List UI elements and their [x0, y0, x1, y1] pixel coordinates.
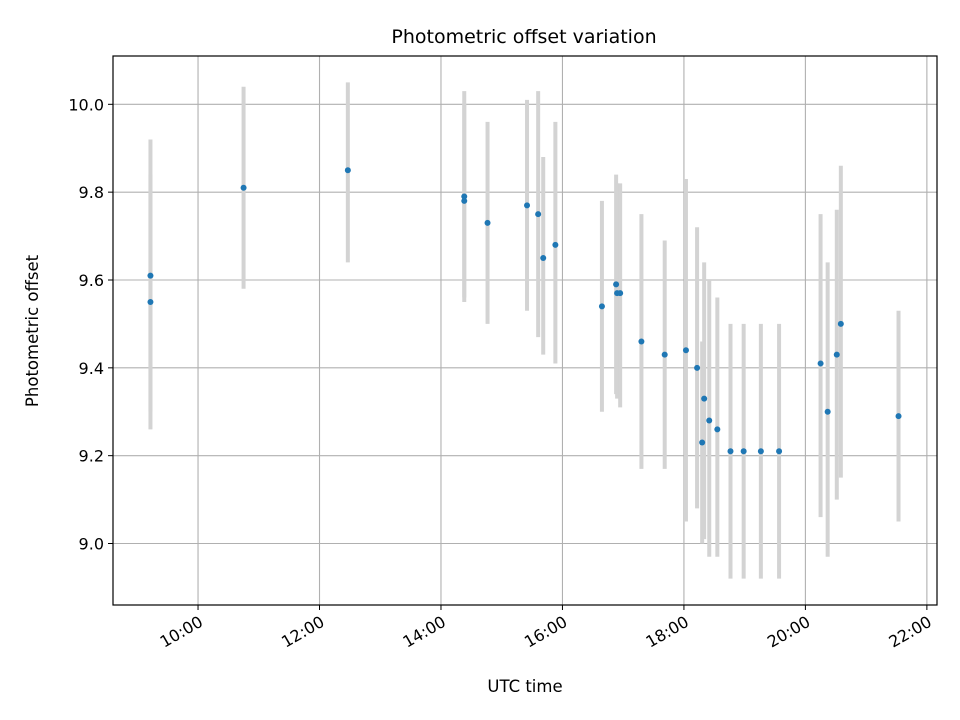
data-point: [706, 417, 713, 424]
data-point: [524, 202, 531, 209]
data-point: [552, 241, 559, 248]
y-tick-label: 9.4: [79, 359, 104, 378]
data-point: [638, 338, 645, 345]
data-point: [727, 448, 734, 455]
data-point: [694, 364, 701, 371]
data-point: [699, 439, 706, 446]
grid: [113, 56, 937, 605]
data-point: [895, 413, 902, 420]
data-point: [240, 184, 247, 191]
data-point: [598, 303, 605, 310]
y-tick-label: 9.6: [79, 271, 104, 290]
y-tick-label: 9.8: [79, 183, 104, 202]
data-point: [540, 255, 547, 262]
data-points: [147, 167, 902, 455]
data-point: [147, 272, 154, 279]
y-tick-label: 10.0: [68, 95, 104, 114]
data-point: [535, 211, 542, 218]
chart-title: Photometric offset variation: [391, 26, 656, 48]
y-axis: 9.0 9.2 9.4 9.6 9.8 10.0: [68, 95, 113, 554]
plot-frame: [112, 55, 938, 606]
x-axis-label: UTC time: [487, 677, 562, 696]
data-point: [661, 351, 668, 358]
data-point: [837, 320, 844, 327]
data-point: [740, 448, 747, 455]
data-point: [714, 426, 721, 433]
y-tick-label: 9.2: [79, 447, 104, 466]
data-point: [461, 197, 468, 204]
data-point: [682, 347, 689, 354]
data-point: [617, 290, 624, 297]
data-point: [824, 408, 831, 415]
y-tick-label: 9.0: [79, 535, 104, 554]
data-point: [757, 448, 764, 455]
data-point: [776, 448, 783, 455]
data-point: [484, 219, 491, 226]
data-point: [701, 395, 708, 402]
data-point: [461, 193, 468, 200]
data-point: [147, 298, 154, 305]
data-point: [613, 281, 620, 288]
data-point: [817, 360, 824, 367]
y-axis-label: Photometric offset: [23, 254, 42, 407]
data-point: [833, 351, 840, 358]
data-point: [344, 167, 351, 174]
